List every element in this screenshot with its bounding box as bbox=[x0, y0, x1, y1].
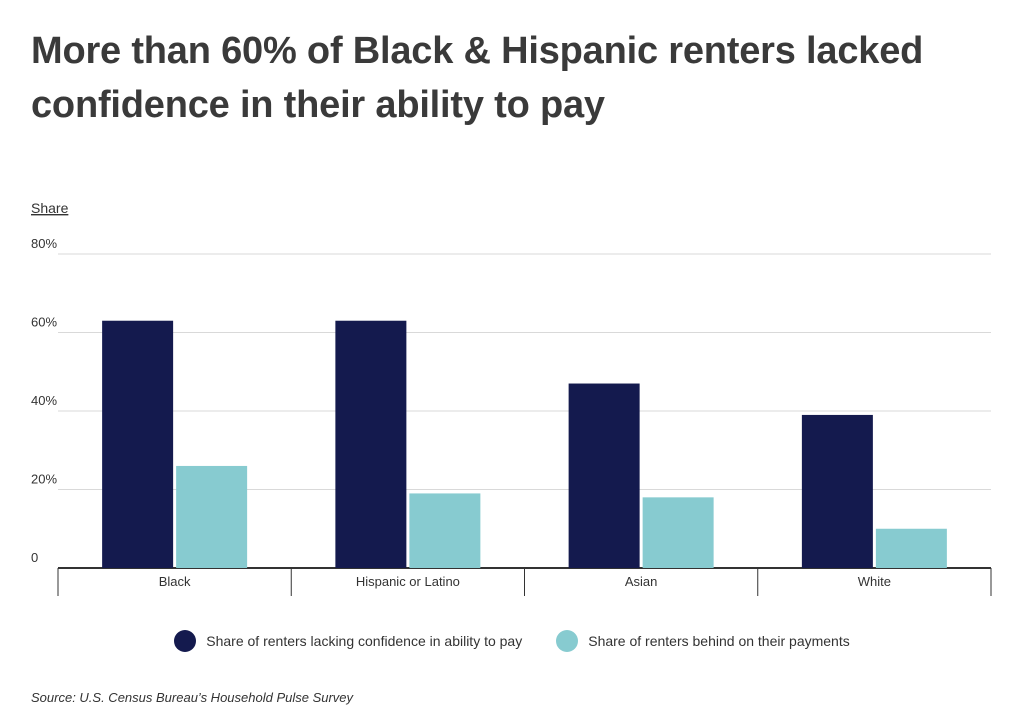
legend-label-behind-on-payments: Share of renters behind on their payment… bbox=[588, 633, 850, 649]
bar-lacking-confidence bbox=[102, 320, 174, 568]
legend-item-lacking-confidence: Share of renters lacking confidence in a… bbox=[174, 630, 522, 652]
legend: Share of renters lacking confidence in a… bbox=[0, 630, 1024, 652]
bar-behind-on-payments bbox=[642, 497, 714, 568]
x-tick-label: White bbox=[858, 574, 891, 589]
source-note: Source: U.S. Census Bureau’s Household P… bbox=[31, 690, 354, 705]
legend-swatch-lacking-confidence bbox=[174, 630, 197, 652]
x-tick-label: Black bbox=[159, 574, 191, 589]
bar-behind-on-payments bbox=[409, 493, 481, 568]
x-tick-label: Asian bbox=[625, 574, 658, 589]
y-tick-label: 80% bbox=[31, 236, 57, 251]
y-tick-label: 0 bbox=[31, 550, 38, 565]
legend-label-lacking-confidence: Share of renters lacking confidence in a… bbox=[206, 633, 523, 649]
legend-item-behind-on-payments: Share of renters behind on their payment… bbox=[556, 630, 850, 652]
bar-lacking-confidence bbox=[568, 383, 640, 568]
y-tick-label: 60% bbox=[31, 315, 57, 330]
bar-lacking-confidence bbox=[335, 320, 407, 568]
y-tick-label: 20% bbox=[31, 472, 57, 487]
bar-behind-on-payments bbox=[875, 528, 947, 568]
y-tick-label: 40% bbox=[31, 393, 57, 408]
chart-title: More than 60% of Black & Hispanic renter… bbox=[31, 30, 924, 126]
legend-swatch-behind-on-payments bbox=[556, 630, 579, 652]
bar-chart: Share 0 20% 40% 60% 80% Black Hispanic or Latin… bbox=[31, 200, 992, 596]
y-axis-title: Share bbox=[31, 200, 69, 216]
bar-lacking-confidence bbox=[801, 414, 873, 568]
x-tick-label: Hispanic or Latino bbox=[356, 574, 460, 589]
bar-behind-on-payments bbox=[176, 465, 248, 568]
